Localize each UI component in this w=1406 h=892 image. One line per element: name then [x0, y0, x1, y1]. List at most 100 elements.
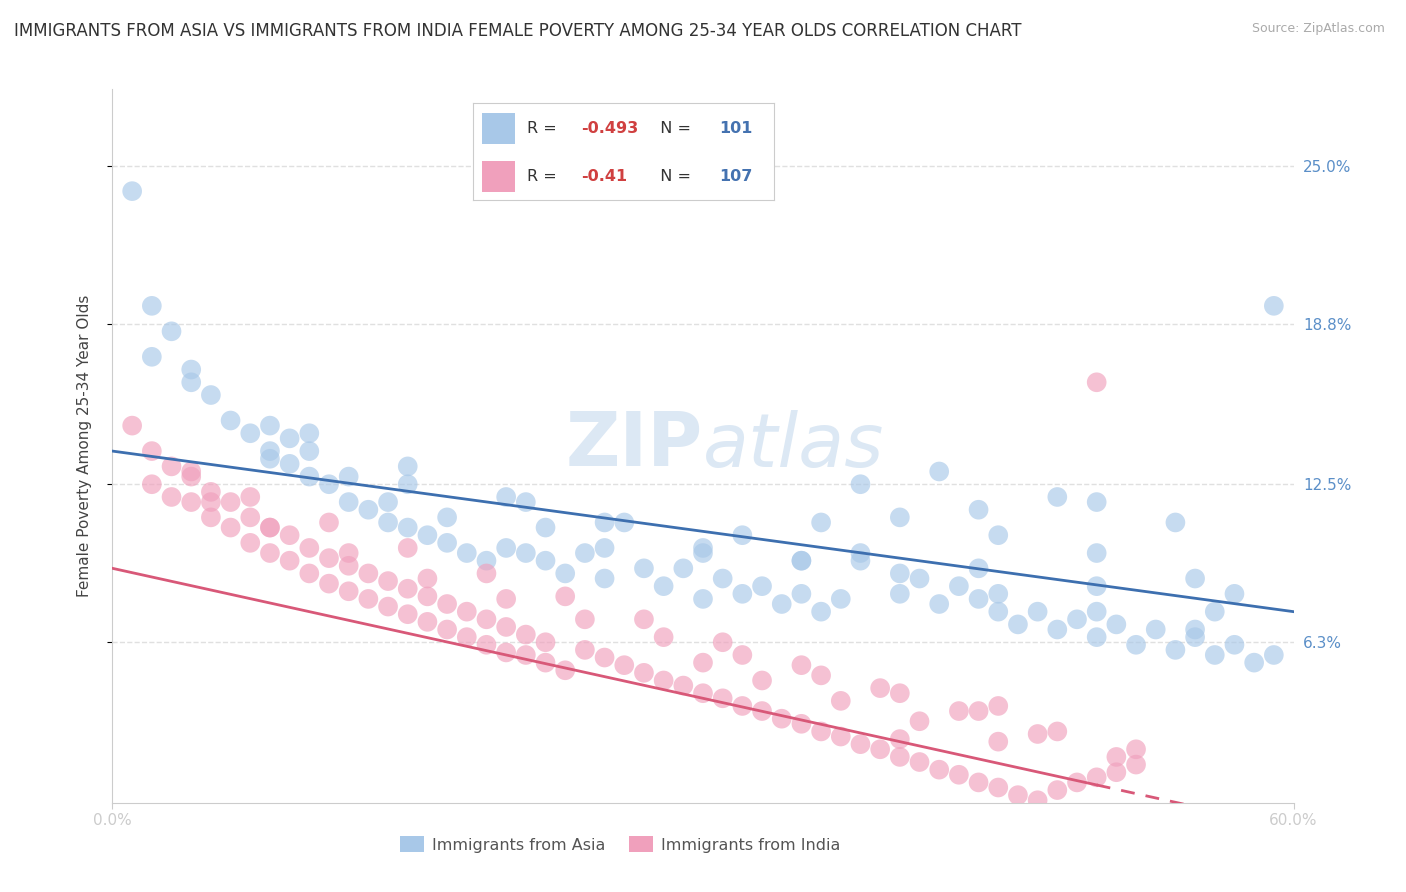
Point [259, 520, 281, 534]
Point [731, 587, 754, 601]
Point [672, 561, 695, 575]
Point [515, 546, 537, 560]
Point [889, 750, 911, 764]
Point [731, 648, 754, 662]
Point [396, 459, 419, 474]
Point [377, 495, 399, 509]
Point [633, 561, 655, 575]
Point [967, 502, 990, 516]
Point [810, 668, 832, 682]
Point [554, 566, 576, 581]
Point [987, 734, 1010, 748]
Point [278, 554, 301, 568]
Point [967, 775, 990, 789]
Point [219, 520, 242, 534]
Point [1066, 612, 1088, 626]
Point [456, 605, 478, 619]
Point [1026, 727, 1049, 741]
Point [396, 582, 419, 596]
Point [1085, 605, 1108, 619]
Point [534, 656, 557, 670]
Point [987, 528, 1010, 542]
Point [652, 579, 675, 593]
Point [948, 768, 970, 782]
Point [1026, 793, 1049, 807]
Point [790, 554, 813, 568]
Point [396, 520, 419, 534]
Point [436, 536, 458, 550]
Point [1085, 630, 1108, 644]
Point [160, 459, 183, 474]
Point [869, 742, 891, 756]
Point [515, 627, 537, 641]
Point [416, 528, 439, 542]
Point [967, 561, 990, 575]
Point [121, 184, 143, 198]
Point [574, 612, 596, 626]
Point [160, 324, 183, 338]
Point [475, 554, 498, 568]
Point [1105, 750, 1128, 764]
Point [790, 554, 813, 568]
Point [593, 541, 616, 555]
Point [239, 490, 262, 504]
Point [633, 612, 655, 626]
Point [751, 579, 773, 593]
Point [337, 546, 360, 560]
Point [593, 516, 616, 530]
Point [1026, 605, 1049, 619]
Point [948, 579, 970, 593]
Point [1263, 648, 1285, 662]
Point [259, 520, 281, 534]
Point [259, 451, 281, 466]
Point [1204, 605, 1226, 619]
Point [259, 546, 281, 560]
Point [1204, 648, 1226, 662]
Point [711, 572, 734, 586]
Point [456, 546, 478, 560]
Point [239, 536, 262, 550]
Point [298, 426, 321, 441]
Point [1164, 643, 1187, 657]
Point [475, 638, 498, 652]
Point [889, 686, 911, 700]
Point [967, 591, 990, 606]
Point [396, 607, 419, 622]
Point [259, 444, 281, 458]
Point [889, 587, 911, 601]
Point [121, 418, 143, 433]
Point [1105, 765, 1128, 780]
Point [180, 469, 202, 483]
Point [475, 566, 498, 581]
Point [515, 648, 537, 662]
Point [613, 516, 636, 530]
Point [889, 510, 911, 524]
Point [337, 469, 360, 483]
Point [672, 679, 695, 693]
Point [790, 716, 813, 731]
Point [298, 566, 321, 581]
Point [652, 630, 675, 644]
Point [259, 418, 281, 433]
Point [830, 730, 852, 744]
Point [1125, 638, 1147, 652]
Point [337, 584, 360, 599]
Point [534, 554, 557, 568]
Point [554, 590, 576, 604]
Point [1085, 495, 1108, 509]
Point [298, 444, 321, 458]
Point [692, 546, 714, 560]
Point [1125, 742, 1147, 756]
Point [377, 599, 399, 614]
Point [692, 686, 714, 700]
Point [849, 477, 872, 491]
Point [141, 444, 163, 458]
Point [357, 591, 380, 606]
Point [593, 572, 616, 586]
Point [574, 546, 596, 560]
Point [908, 755, 931, 769]
Point [377, 516, 399, 530]
Point [1085, 770, 1108, 784]
Point [515, 495, 537, 509]
Point [711, 691, 734, 706]
